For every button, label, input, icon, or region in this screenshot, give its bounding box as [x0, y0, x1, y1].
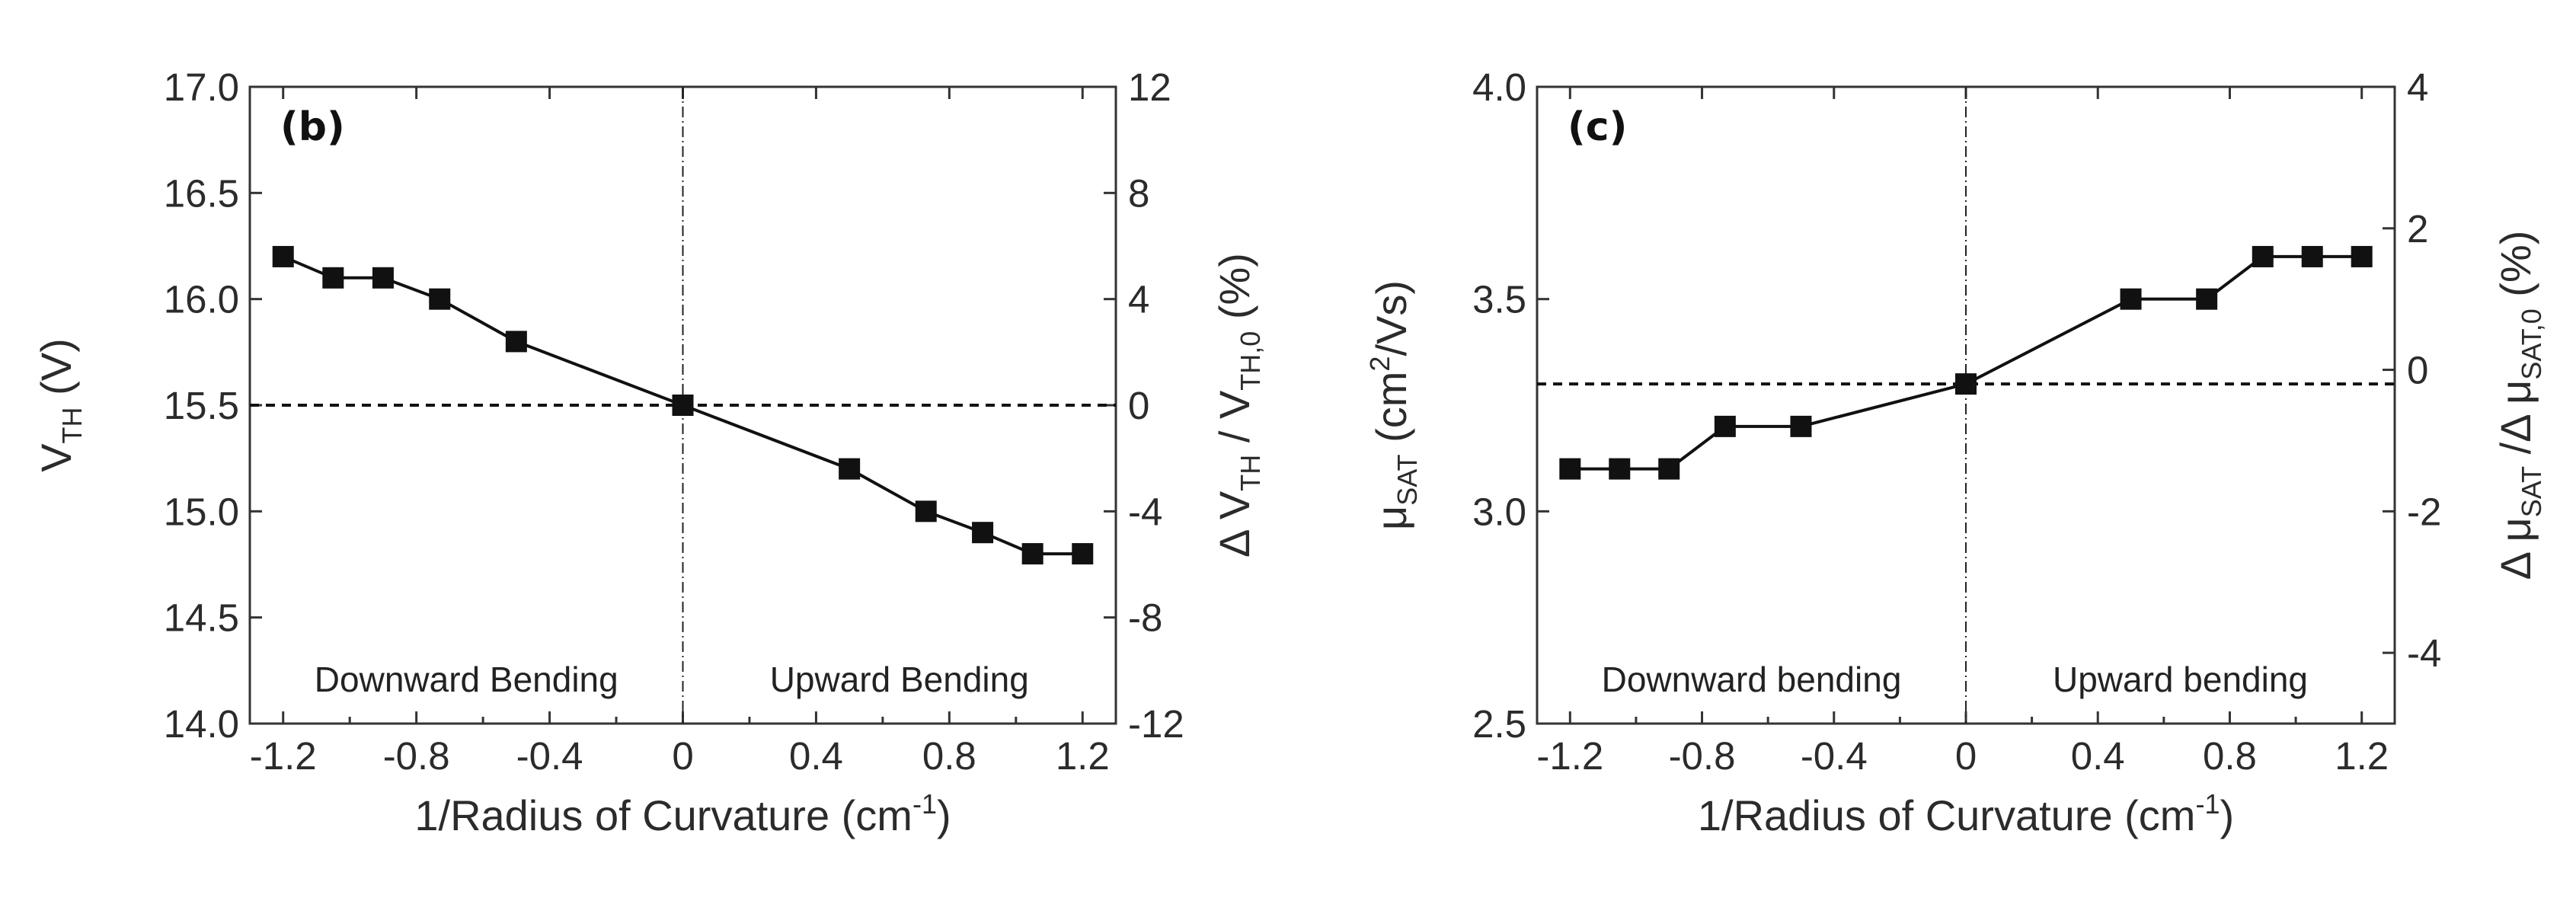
- data-point: [1021, 543, 1044, 565]
- y-tick-label: 17.0: [164, 66, 239, 109]
- x-axis-label: 1/Radius of Curvature (cm-1): [1698, 788, 2234, 839]
- y2-tick-label: -4: [1128, 490, 1162, 533]
- x-tick-label: -1.2: [1536, 734, 1603, 778]
- chart-panel-c: -1.2 -0.8 -0.4 0 0.4 0.8 1.2 2.5 3.0 3.5 4.0 -4 -2 0 2…: [1364, 66, 2547, 839]
- data-point: [1714, 415, 1736, 437]
- data-point: [672, 395, 694, 416]
- x-tick-label: -1.2: [250, 734, 317, 778]
- x-tick-label: 0.8: [2203, 734, 2257, 778]
- y2-tick-label: 2: [2407, 207, 2428, 251]
- data-point: [1658, 458, 1680, 480]
- data-point: [372, 267, 394, 289]
- y2-tick-label: 4: [2407, 66, 2428, 109]
- y-tick-label: 3.0: [1472, 490, 1526, 533]
- y2-tick-label: 0: [1128, 384, 1149, 427]
- data-point: [2252, 245, 2274, 267]
- x-tick-label: 0.8: [922, 734, 976, 778]
- region-label-downward: Downward bending: [1602, 660, 1902, 699]
- data-point: [1609, 458, 1631, 480]
- x-axis-label: 1/Radius of Curvature (cm-1): [414, 788, 951, 839]
- y-tick-label: 14.0: [164, 702, 239, 746]
- y2-tick-label: -4: [2407, 631, 2441, 675]
- y2-axis-label: Δ VTH / VTH,0 (%): [1210, 253, 1266, 558]
- data-point: [839, 458, 861, 480]
- data-point: [505, 331, 527, 353]
- y2-tick-label: 0: [2407, 349, 2428, 392]
- y2-tick-label: -8: [1128, 596, 1162, 640]
- y2-tick-label: -2: [2407, 490, 2441, 533]
- y2-tick-label: 12: [1128, 66, 1171, 109]
- y-axis-label: VTH (V): [32, 338, 88, 472]
- x-tick-label: 1.2: [2335, 734, 2389, 778]
- y-tick-label: 15.5: [164, 384, 239, 427]
- x-tick-label: -0.8: [383, 734, 450, 778]
- x-tick-label: 1.2: [1056, 734, 1110, 778]
- data-point: [1559, 458, 1581, 480]
- y2-tick-label: -12: [1128, 702, 1184, 746]
- y-tick-label: 16.0: [164, 278, 239, 321]
- y2-axis-label: Δ μSAT /Δ μSAT,0 (%): [2491, 231, 2547, 580]
- data-point: [2351, 245, 2373, 267]
- data-point: [972, 522, 994, 544]
- y2-tick-label: 8: [1128, 171, 1149, 215]
- x-tick-label: -0.8: [1669, 734, 1736, 778]
- data-point: [322, 267, 344, 289]
- y-axis-label: μSAT (cm2/Vs): [1364, 280, 1423, 530]
- data-point: [2301, 245, 2323, 267]
- data-point: [2120, 288, 2142, 310]
- chart-panel-b: -1.2 -0.8 -0.4 0 0.4 0.8 1.2 14.0 14.5 15.0 15.5 16…: [32, 66, 1266, 839]
- region-label-downward: Downward Bending: [315, 660, 618, 699]
- y-tick-label: 4.0: [1472, 66, 1526, 109]
- y-tick-label: 15.0: [164, 490, 239, 533]
- data-point: [1790, 415, 1812, 437]
- region-label-upward: Upward bending: [2053, 660, 2308, 699]
- y-tick-label: 3.5: [1472, 278, 1526, 321]
- data-point: [429, 288, 451, 310]
- x-tick-label: -0.4: [516, 734, 583, 778]
- x-tick-label: 0: [672, 734, 693, 778]
- y-tick-label: 14.5: [164, 596, 239, 640]
- y-tick-label: 2.5: [1472, 702, 1526, 746]
- data-point: [2196, 288, 2218, 310]
- x-tick-label: 0.4: [789, 734, 843, 778]
- panel-label: (b): [280, 104, 345, 150]
- data-point: [1072, 543, 1094, 565]
- x-tick-label: 0: [1955, 734, 1977, 778]
- data-point: [272, 245, 294, 267]
- data-point: [1955, 373, 1977, 395]
- y-tick-label: 16.5: [164, 171, 239, 215]
- x-tick-label: 0.4: [2071, 734, 2125, 778]
- panel-label: (c): [1568, 104, 1627, 150]
- region-label-upward: Upward Bending: [770, 660, 1029, 699]
- data-point: [915, 500, 937, 523]
- x-tick-label: -0.4: [1801, 734, 1868, 778]
- y2-tick-label: 4: [1128, 278, 1149, 321]
